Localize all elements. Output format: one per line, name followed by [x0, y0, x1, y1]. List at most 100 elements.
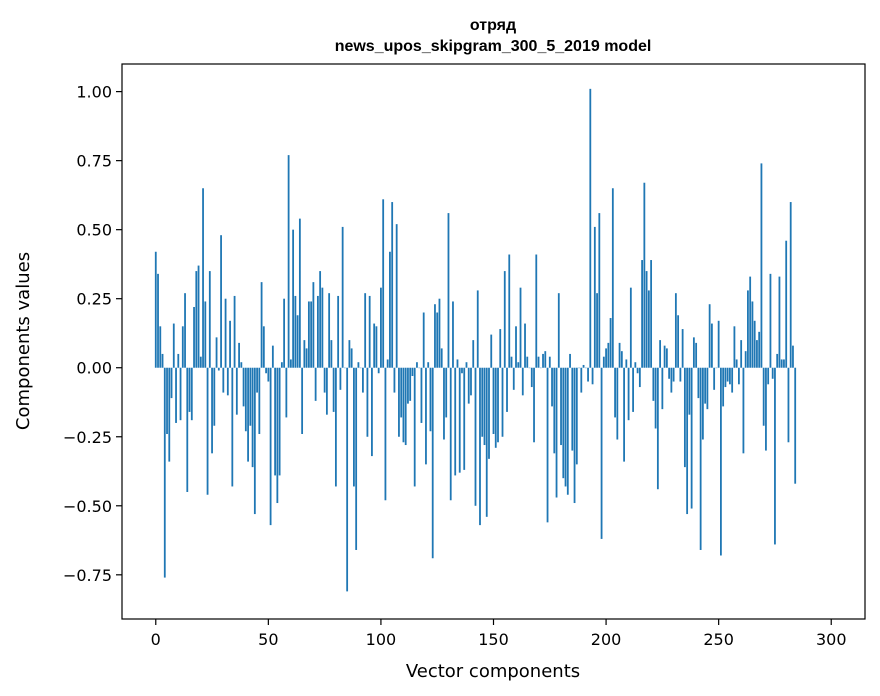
bar-146: [483, 367, 486, 446]
bar-202: [609, 318, 612, 368]
bar-100: [380, 287, 382, 368]
bar-181: [562, 367, 565, 479]
bar-112: [407, 367, 409, 404]
y-tick-label: 0.25: [76, 290, 112, 309]
bar-60: [289, 359, 292, 368]
bar-77: [328, 293, 331, 368]
bar-99: [377, 367, 380, 374]
bar-213: [634, 362, 637, 368]
bar-87: [350, 348, 353, 368]
bar-214: [636, 367, 639, 374]
bar-154: [501, 367, 504, 437]
bar-115: [413, 367, 416, 487]
bar-105: [391, 202, 394, 368]
bar-160: [515, 326, 517, 368]
bar-218: [645, 271, 648, 368]
y-axis-ticks: −0.75 −0.50 −0.25 0.00 0.25 0.50 0.75 1.00: [63, 83, 122, 585]
bar-134: [456, 359, 459, 368]
bar-64: [298, 218, 301, 368]
bar-282: [789, 202, 792, 368]
bar-36: [235, 367, 238, 415]
bar-211: [629, 287, 632, 368]
bar-16: [190, 367, 193, 421]
bar-76: [325, 367, 328, 415]
bar-174: [546, 367, 549, 523]
chart-title-line1: отряд: [470, 17, 516, 34]
bar-85: [346, 367, 349, 592]
bar-96: [371, 367, 373, 457]
bar-138: [465, 362, 468, 368]
bar-192: [587, 367, 589, 382]
bar-14: [186, 367, 189, 492]
bar-30: [222, 367, 225, 393]
bar-150: [492, 367, 495, 434]
bar-255: [729, 367, 731, 385]
bar-130: [447, 213, 450, 368]
bar-24: [208, 271, 211, 368]
bar-284: [794, 367, 797, 484]
bar-251: [720, 367, 722, 556]
bar-242: [699, 367, 702, 550]
bar-58: [285, 367, 288, 418]
bar-27: [215, 337, 218, 368]
bar-197: [598, 213, 601, 368]
bar-168: [533, 367, 535, 443]
bar-78: [330, 340, 333, 368]
bar-69: [310, 301, 313, 368]
bar-243: [701, 367, 704, 440]
bar-183: [566, 367, 569, 495]
bar-54: [276, 367, 279, 504]
bar-139: [467, 367, 470, 404]
bar-151: [494, 367, 497, 448]
bar-147: [485, 367, 488, 517]
bar-247: [711, 323, 713, 368]
bar-33: [229, 320, 231, 368]
bar-266: [753, 320, 756, 368]
bar-94: [366, 367, 369, 437]
bar-220: [650, 260, 653, 368]
bar-89: [355, 367, 358, 550]
bar-52: [271, 345, 274, 368]
bar-71: [314, 367, 317, 401]
bar-186: [573, 367, 576, 504]
bar-279: [783, 359, 785, 368]
bar-20: [199, 356, 202, 368]
bar-244: [704, 367, 707, 404]
bar-182: [564, 367, 567, 487]
bar-205: [616, 367, 619, 440]
bar-93: [364, 293, 367, 368]
bar-61: [292, 229, 295, 368]
bar-148: [488, 367, 490, 459]
bar-201: [607, 342, 610, 368]
bar-15: [188, 367, 191, 412]
x-tick-label: 0: [151, 630, 161, 649]
bar-101: [382, 199, 385, 368]
bar-3: [161, 353, 164, 368]
bar-280: [785, 240, 788, 368]
bar-219: [647, 290, 650, 368]
bar-5: [166, 367, 168, 434]
bar-8: [172, 323, 175, 368]
bar-162: [519, 287, 522, 368]
bar-34: [231, 367, 234, 487]
bar-238: [690, 367, 693, 509]
bar-177: [553, 367, 556, 454]
bar-260: [740, 340, 743, 368]
bar-86: [348, 340, 351, 368]
bar-217: [643, 182, 646, 368]
bar-95: [368, 295, 371, 368]
bar-127: [440, 348, 443, 368]
bar-278: [780, 359, 783, 368]
bar-184: [569, 353, 571, 368]
bar-23: [206, 367, 209, 495]
bar-72: [316, 295, 319, 368]
bar-275: [774, 367, 776, 545]
bar-44: [253, 367, 256, 515]
bar-22: [204, 301, 207, 368]
bar-120: [425, 367, 427, 465]
bar-39: [242, 367, 245, 407]
bar-235: [683, 367, 686, 468]
bar-268: [758, 331, 761, 368]
bar-254: [726, 367, 729, 382]
bar-111: [404, 367, 407, 446]
